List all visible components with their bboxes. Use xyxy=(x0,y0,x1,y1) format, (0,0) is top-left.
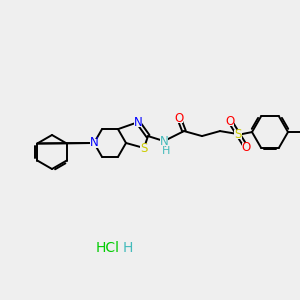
Text: H: H xyxy=(162,146,170,156)
Text: HCl: HCl xyxy=(96,241,120,255)
Text: N: N xyxy=(160,135,168,148)
Text: N: N xyxy=(90,136,98,149)
FancyBboxPatch shape xyxy=(160,136,168,146)
Text: N: N xyxy=(134,116,142,129)
Text: O: O xyxy=(174,112,184,124)
FancyBboxPatch shape xyxy=(162,147,170,156)
Text: S: S xyxy=(234,128,242,141)
FancyBboxPatch shape xyxy=(226,117,234,126)
FancyBboxPatch shape xyxy=(90,139,98,148)
Text: H: H xyxy=(123,241,133,255)
FancyBboxPatch shape xyxy=(234,130,242,139)
FancyBboxPatch shape xyxy=(140,143,148,152)
Text: O: O xyxy=(225,115,235,128)
FancyBboxPatch shape xyxy=(175,114,183,123)
FancyBboxPatch shape xyxy=(242,142,250,152)
Text: S: S xyxy=(140,142,148,154)
FancyBboxPatch shape xyxy=(134,118,142,127)
Text: O: O xyxy=(242,141,250,154)
